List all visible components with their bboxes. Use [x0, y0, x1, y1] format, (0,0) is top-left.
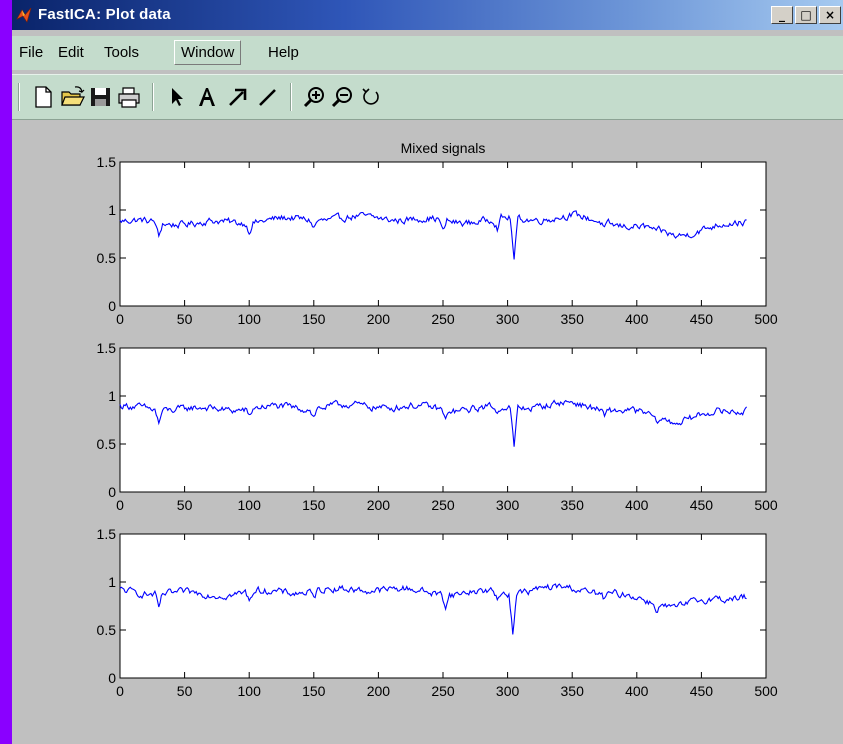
toolbar — [12, 74, 843, 120]
menu-bar: File Edit Tools Window Help — [12, 36, 843, 70]
y-tick-label: 0.5 — [97, 250, 117, 266]
x-tick-label: 0 — [116, 311, 124, 327]
x-tick-label: 400 — [625, 497, 649, 513]
save-disk-icon — [91, 88, 110, 106]
title-bar[interactable]: FastICA: Plot data _ □ × — [12, 0, 843, 30]
x-tick-label: 150 — [302, 497, 326, 513]
select-button[interactable] — [164, 84, 190, 110]
x-tick-label: 100 — [238, 497, 262, 513]
x-tick-label: 400 — [625, 311, 649, 327]
print-button[interactable] — [116, 84, 142, 110]
maximize-button[interactable]: □ — [795, 6, 817, 24]
x-tick-label: 50 — [177, 683, 193, 699]
insert-text-icon — [199, 88, 215, 106]
y-tick-label: 0 — [108, 484, 116, 500]
x-tick-label: 500 — [754, 683, 778, 699]
window-title: FastICA: Plot data — [38, 6, 171, 23]
save-button[interactable] — [88, 84, 114, 110]
new-file-button[interactable] — [30, 84, 56, 110]
x-tick-label: 250 — [431, 497, 455, 513]
x-tick-label: 450 — [690, 683, 714, 699]
zoom-out-icon — [331, 87, 352, 108]
x-tick-label: 150 — [302, 311, 326, 327]
x-tick-label: 250 — [431, 683, 455, 699]
x-tick-label: 250 — [431, 311, 455, 327]
x-tick-label: 350 — [561, 311, 585, 327]
x-tick-label: 100 — [238, 311, 262, 327]
y-tick-label: 0 — [108, 298, 116, 314]
x-tick-label: 200 — [367, 311, 391, 327]
y-tick-label: 0.5 — [97, 436, 117, 452]
x-tick-label: 50 — [177, 311, 193, 327]
y-tick-label: 1 — [108, 388, 116, 404]
x-tick-label: 100 — [238, 683, 262, 699]
insert-text-button[interactable] — [194, 84, 220, 110]
x-tick-label: 200 — [367, 683, 391, 699]
rotate-icon — [362, 88, 379, 105]
signal-line — [119, 210, 747, 260]
insert-line-icon — [259, 89, 276, 106]
x-tick-label: 200 — [367, 497, 391, 513]
x-tick-label: 350 — [561, 683, 585, 699]
chart-1: Mixed signals 0 50 100 150 200 250 300 350 400 450… — [97, 140, 778, 327]
insert-arrow-button[interactable] — [224, 84, 250, 110]
menu-window[interactable]: Window — [174, 40, 242, 65]
chart-2: 0 50 100 150 200 250 300 350 400 450 500 0 0.5 1 1.5 — [97, 340, 778, 513]
zoom-out-button[interactable] — [330, 84, 356, 110]
zoom-in-button[interactable] — [302, 84, 328, 110]
rotate-button[interactable] — [358, 84, 384, 110]
select-arrow-icon — [172, 88, 183, 106]
x-tick-label: 500 — [754, 311, 778, 327]
plot-area — [119, 533, 767, 679]
close-button[interactable]: × — [819, 6, 841, 24]
y-tick-label: 1.5 — [97, 154, 117, 170]
x-tick-label: 400 — [625, 683, 649, 699]
toolbar-grip — [18, 83, 20, 111]
signal-line — [119, 583, 747, 635]
menu-edit[interactable]: Edit — [58, 44, 84, 61]
y-tick-label: 1.5 — [97, 340, 117, 356]
matlab-logo-icon — [16, 7, 32, 23]
open-folder-icon — [61, 86, 85, 106]
chart-title: Mixed signals — [401, 140, 486, 156]
y-tick-label: 1.5 — [97, 526, 117, 542]
open-file-button[interactable] — [60, 84, 86, 110]
zoom-in-icon — [303, 87, 324, 108]
y-tick-label: 0.5 — [97, 622, 117, 638]
toolbar-separator — [152, 83, 154, 111]
x-tick-label: 500 — [754, 497, 778, 513]
menu-file[interactable]: File — [19, 44, 44, 61]
x-tick-label: 50 — [177, 497, 193, 513]
insert-line-button[interactable] — [254, 84, 280, 110]
menu-help[interactable]: Help — [268, 44, 299, 61]
insert-arrow-icon — [229, 88, 247, 106]
x-tick-label: 0 — [116, 497, 124, 513]
y-tick-label: 1 — [108, 202, 116, 218]
y-tick-label: 0 — [108, 670, 116, 686]
x-tick-label: 450 — [690, 311, 714, 327]
x-tick-label: 350 — [561, 497, 585, 513]
x-tick-label: 300 — [496, 683, 520, 699]
x-tick-label: 300 — [496, 311, 520, 327]
y-tick-label: 1 — [108, 574, 116, 590]
print-icon — [118, 87, 140, 108]
signal-line — [119, 399, 748, 447]
x-tick-label: 150 — [302, 683, 326, 699]
minimize-button[interactable]: _ — [771, 6, 793, 24]
x-tick-label: 0 — [116, 683, 124, 699]
chart-3: 0 50 100 150 200 250 300 350 400 450 500 0 0.5 1 1.5 — [97, 526, 778, 699]
menu-tools[interactable]: Tools — [104, 44, 140, 61]
x-tick-label: 450 — [690, 497, 714, 513]
new-file-icon — [35, 86, 52, 108]
toolbar-separator — [290, 83, 292, 111]
x-tick-label: 300 — [496, 497, 520, 513]
figure-area: Mixed signals 0 50 100 150 200 250 300 350 400 450… — [12, 120, 843, 744]
fastica-window: FastICA: Plot data _ □ × File Edit Tools… — [12, 0, 843, 744]
